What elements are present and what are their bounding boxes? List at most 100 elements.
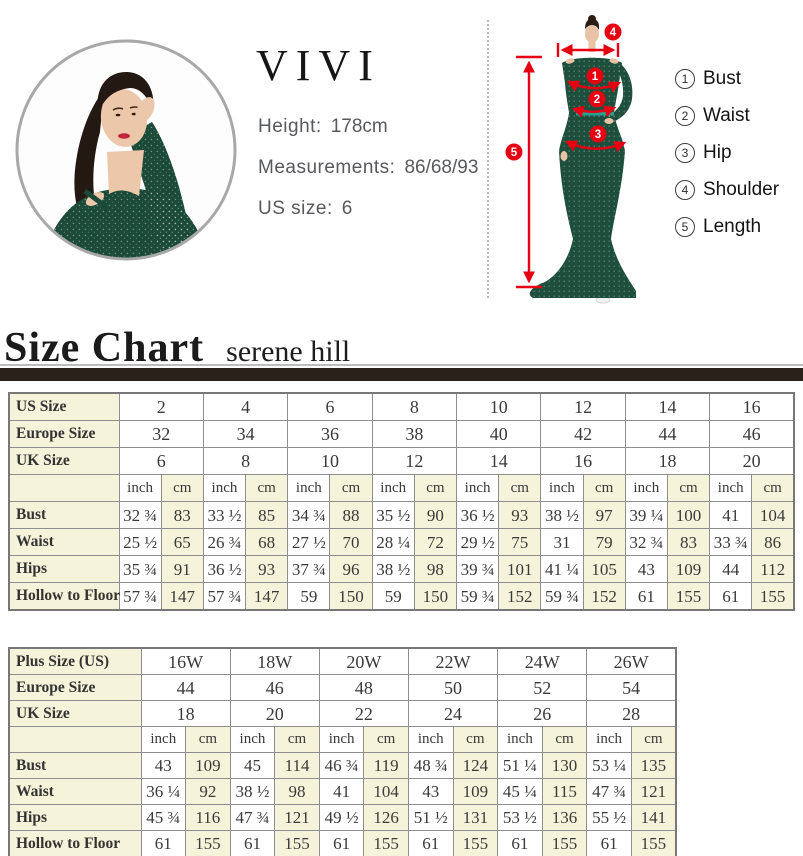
- cm-value-cell: 79: [582, 528, 626, 556]
- model-portrait-photo: [15, 39, 237, 261]
- marker-hip-num: 3: [595, 129, 601, 141]
- cm-value-cell: 98: [413, 555, 458, 583]
- size-cell: 14: [624, 392, 711, 421]
- size-cell: 46: [709, 420, 795, 448]
- inch-value-cell: 43: [140, 752, 187, 779]
- inch-value-cell: 49 ½: [318, 804, 365, 831]
- eyebrow: [112, 107, 124, 111]
- marker-waist-num: 2: [594, 94, 600, 106]
- inch-value-cell: 32 ¾: [118, 501, 162, 529]
- measure-row: Waist 36 ¼ 92 38 ½ 98 41 104 43 109 45 ¼ 115 47 ¾ 12…: [8, 778, 677, 805]
- figure-hair: [585, 19, 600, 30]
- legend-number-circle: 1: [675, 69, 695, 89]
- legend-number-circle: 2: [675, 106, 695, 126]
- legend-label: Bust: [703, 68, 742, 89]
- row-label: Bust: [8, 501, 120, 529]
- cm-value-cell: 147: [245, 582, 289, 611]
- inch-value-cell: 44: [709, 555, 753, 583]
- row-label: Plus Size (US): [8, 647, 142, 675]
- shoulder-strap: [83, 189, 111, 211]
- size-cell: 38: [371, 420, 458, 448]
- cm-value-cell: 100: [666, 501, 711, 529]
- inch-value-cell: 33 ¾: [709, 528, 753, 556]
- marker-length-num: 5: [511, 147, 518, 159]
- legend-item-hip: 3 Hip: [675, 142, 779, 164]
- unit-row: inch cm inch cm inch cm inch cm inch cm inch cm: [8, 726, 677, 753]
- marker-shoulder-num: 4: [610, 27, 617, 39]
- size-cell: 20W: [318, 647, 409, 675]
- size-row: Plus Size (US) 16W 18W 20W 22W 24W 26W: [8, 647, 677, 675]
- row-label: UK Size: [8, 447, 120, 475]
- cm-value-cell: 131: [452, 804, 499, 831]
- cm-value-cell: 147: [160, 582, 204, 611]
- legend-number-circle: 4: [675, 180, 695, 200]
- row-label: Waist: [8, 528, 120, 556]
- inch-value-cell: 43: [624, 555, 668, 583]
- inch-value-cell: 61: [709, 582, 753, 611]
- inch-value-cell: 27 ½: [287, 528, 331, 556]
- row-label: UK Size: [8, 700, 142, 727]
- row-label: Hips: [8, 555, 120, 583]
- cm-value-cell: 68: [245, 528, 289, 556]
- portrait-content: [18, 42, 234, 258]
- size-cell: 40: [455, 420, 542, 448]
- inch-value-cell: 59 ¾: [540, 582, 584, 611]
- inch-value-cell: 37 ¾: [287, 555, 331, 583]
- model-figure: [529, 15, 636, 304]
- inch-value-cell: 51 ¼: [497, 752, 543, 779]
- unit-cm-cell: cm: [666, 474, 711, 502]
- unit-cm-cell: cm: [185, 726, 231, 753]
- unit-cm-cell: cm: [160, 474, 204, 502]
- cm-value-cell: 83: [666, 528, 711, 556]
- size-cell: 8: [371, 392, 458, 421]
- hair-top: [97, 72, 154, 114]
- size-row: UK Size 6 8 10 12 14 16 18 20: [8, 447, 795, 475]
- unit-inch-cell: inch: [202, 474, 247, 502]
- size-cell: 18: [140, 700, 231, 727]
- measurement-diagram: 1 2 3 4 5: [505, 15, 636, 304]
- inch-value-cell: 45: [229, 752, 276, 779]
- inch-value-cell: 45 ¼: [497, 778, 543, 805]
- size-row: Europe Size 44 46 48 50 52 54: [8, 674, 677, 701]
- legend-label: Hip: [703, 142, 732, 163]
- cm-value-cell: 109: [185, 752, 231, 779]
- cm-value-cell: 93: [245, 555, 289, 583]
- row-label: Hollow to Floor: [8, 830, 142, 856]
- inch-value-cell: 36 ½: [202, 555, 247, 583]
- size-cell: 54: [586, 674, 677, 701]
- cm-value-cell: 121: [630, 778, 677, 805]
- size-cell: 20: [709, 447, 795, 475]
- unit-inch-cell: inch: [624, 474, 668, 502]
- size-cell: 4: [202, 392, 289, 421]
- inch-value-cell: 47 ¾: [586, 778, 632, 805]
- cm-value-cell: 90: [413, 501, 458, 529]
- size-cell: 22W: [407, 647, 499, 675]
- figure-face: [585, 25, 599, 43]
- inch-value-cell: 35 ½: [371, 501, 415, 529]
- measure-row: Hollow to Floor 61 155 61 155 61 155 61 155 61 155…: [8, 830, 677, 856]
- cm-value-cell: 75: [498, 528, 542, 556]
- row-label: [8, 726, 142, 753]
- size-cell: 8: [202, 447, 289, 475]
- size-cell: 16: [709, 392, 795, 421]
- inch-value-cell: 61: [140, 830, 187, 856]
- cm-value-cell: 98: [274, 778, 320, 805]
- row-label: Hips: [8, 804, 142, 831]
- measurement-legend: 1 Bust 2 Waist 3 Hip 4 Shoulder 5 Length: [675, 68, 779, 253]
- unit-inch-cell: inch: [371, 474, 415, 502]
- measurement-markers: 1 2 3 4 5: [505, 23, 622, 161]
- cm-value-cell: 93: [498, 501, 542, 529]
- size-cell: 50: [407, 674, 499, 701]
- legend-item-waist: 2 Waist: [675, 105, 779, 127]
- size-cell: 18W: [229, 647, 320, 675]
- unit-inch-cell: inch: [586, 726, 632, 753]
- legend-label: Shoulder: [703, 179, 780, 200]
- size-cell: 44: [624, 420, 711, 448]
- measure-row: Bust 32 ¾ 83 33 ½ 85 34 ¾ 88 35 ½ 90 36 ½ 93 38 ½ 97…: [8, 501, 795, 529]
- model-measurements: Measurements: 86/68/93: [258, 157, 479, 178]
- cm-value-cell: 155: [630, 830, 677, 856]
- inch-value-cell: 41: [318, 778, 365, 805]
- cm-value-cell: 124: [452, 752, 499, 779]
- face: [100, 89, 148, 147]
